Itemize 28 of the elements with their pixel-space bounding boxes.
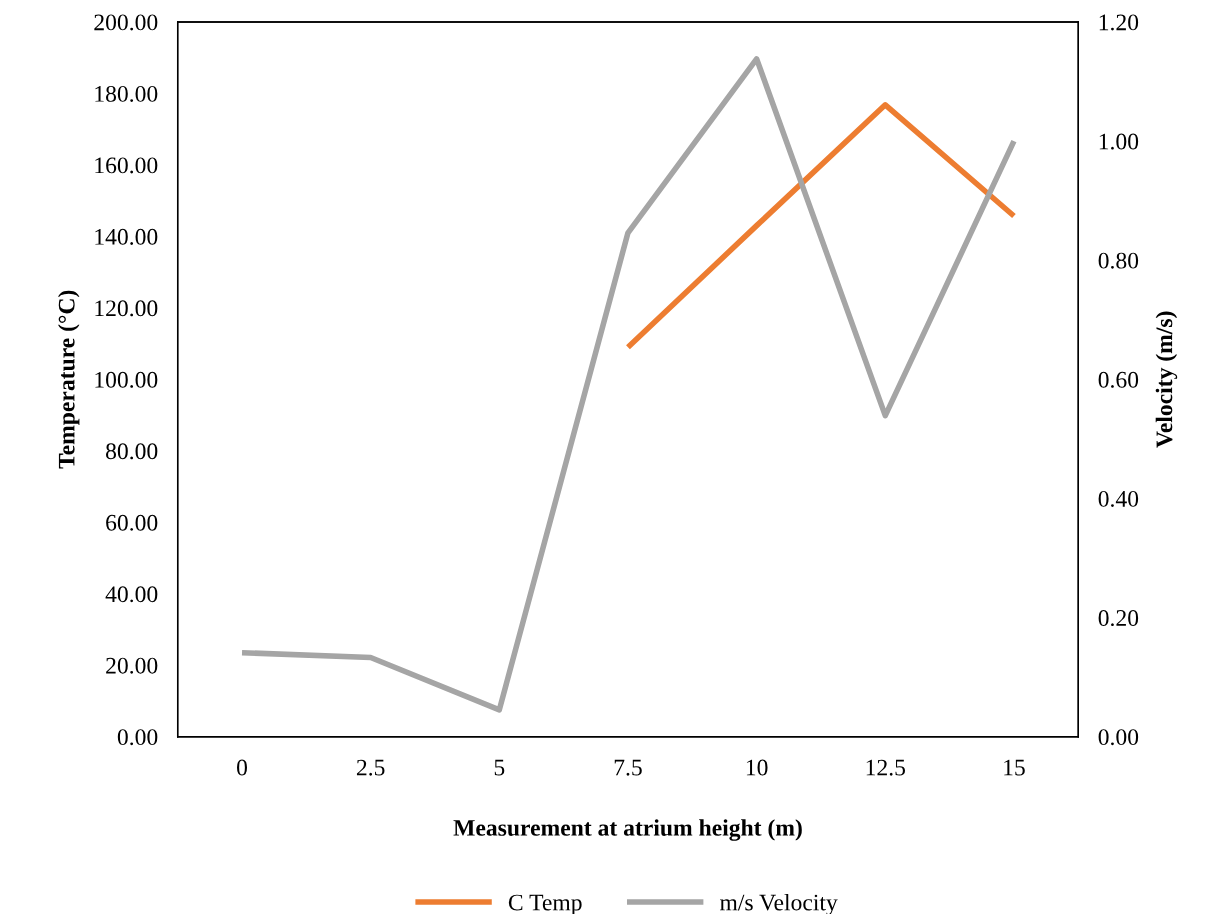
y-tick-label: 40.00 [105, 586, 158, 603]
y2-tick-label: 1.20 [1099, 14, 1139, 31]
x-tick-label: 12.5 [866, 759, 906, 776]
y-tick-label: 140.00 [95, 228, 158, 245]
y-tick-label: 20.00 [106, 657, 158, 674]
y2-tick-label: 0.20 [1098, 610, 1139, 627]
x-tick-label: 7.5 [614, 759, 642, 776]
y-tick-label: 60.00 [106, 514, 158, 531]
x-axis-title: Measurement at atrium height (m) [453, 819, 802, 841]
y2-tick-label: 0.80 [1098, 252, 1139, 269]
y-tick-label: 200.00 [94, 14, 158, 31]
x-tick-label: 5 [494, 759, 505, 776]
x-tick-label: 0 [237, 759, 248, 776]
y-tick-label: 0.00 [117, 729, 158, 746]
x-tick-label: 2.5 [356, 759, 385, 776]
x-tick-label: 15 [1004, 759, 1025, 776]
y-axis-title: Temperature (°C) [58, 290, 80, 469]
y-tick-label: 80.00 [106, 443, 158, 460]
y-tick-label: 100.00 [95, 371, 158, 388]
y-tick-label: 120.00 [95, 300, 158, 317]
y-tick-label: 180.00 [95, 85, 158, 102]
y2-tick-label: 0.60 [1098, 371, 1139, 388]
y2-axis-title: Velocity (m/s) [1155, 311, 1178, 448]
y2-tick-label: 0.00 [1098, 729, 1139, 746]
y2-tick-label: 1.00 [1099, 133, 1139, 150]
x-tick-label: 10 [746, 759, 768, 776]
y2-tick-label: 0.40 [1098, 490, 1139, 507]
y-tick-label: 160.00 [95, 157, 158, 174]
